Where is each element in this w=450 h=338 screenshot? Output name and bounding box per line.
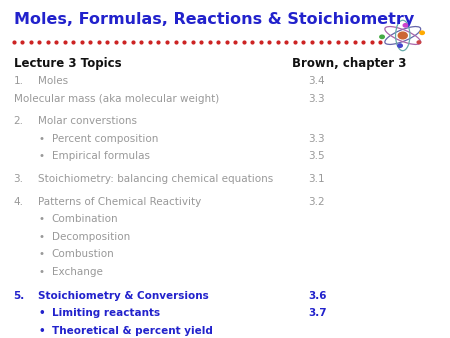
Text: 3.3: 3.3: [308, 94, 325, 104]
Circle shape: [403, 24, 408, 27]
Text: Lecture 3 Topics: Lecture 3 Topics: [14, 57, 121, 70]
Circle shape: [398, 44, 402, 47]
Text: 3.1: 3.1: [308, 174, 325, 184]
Text: Brown, chapter 3: Brown, chapter 3: [292, 57, 407, 70]
Text: •: •: [38, 308, 45, 318]
Text: Moles, Formulas, Reactions & Stoichiometry: Moles, Formulas, Reactions & Stoichiomet…: [14, 12, 414, 27]
Text: 3.6: 3.6: [308, 291, 327, 301]
Text: Theoretical & percent yield: Theoretical & percent yield: [52, 326, 212, 336]
Text: Moles: Moles: [38, 76, 68, 86]
Circle shape: [417, 41, 421, 44]
Text: •: •: [38, 151, 44, 162]
Text: 3.: 3.: [14, 174, 23, 184]
Text: 2.: 2.: [14, 116, 23, 126]
Text: 3.2: 3.2: [308, 197, 325, 207]
Text: 3.7: 3.7: [308, 308, 327, 318]
Text: Limiting reactants: Limiting reactants: [52, 308, 160, 318]
Text: Stoichiometry & Conversions: Stoichiometry & Conversions: [38, 291, 209, 301]
Text: 3.3: 3.3: [308, 134, 325, 144]
Text: Patterns of Chemical Reactivity: Patterns of Chemical Reactivity: [38, 197, 202, 207]
Text: Combustion: Combustion: [52, 249, 114, 260]
Text: 4.: 4.: [14, 197, 23, 207]
Text: Exchange: Exchange: [52, 267, 103, 277]
Text: •: •: [38, 214, 44, 224]
Text: 5.: 5.: [14, 291, 25, 301]
Text: •: •: [38, 232, 44, 242]
Text: •: •: [38, 326, 45, 336]
Text: Combination: Combination: [52, 214, 118, 224]
Text: 1.: 1.: [14, 76, 23, 86]
Text: •: •: [38, 249, 44, 260]
Text: Stoichiometry: balancing chemical equations: Stoichiometry: balancing chemical equati…: [38, 174, 274, 184]
Text: Decomposition: Decomposition: [52, 232, 130, 242]
Text: •: •: [38, 134, 44, 144]
Circle shape: [380, 35, 384, 39]
Text: Percent composition: Percent composition: [52, 134, 158, 144]
Text: Empirical formulas: Empirical formulas: [52, 151, 150, 162]
Text: 3.4: 3.4: [308, 76, 325, 86]
Text: 3.5: 3.5: [308, 151, 325, 162]
Text: Molecular mass (aka molecular weight): Molecular mass (aka molecular weight): [14, 94, 219, 104]
Text: Molar converstions: Molar converstions: [38, 116, 137, 126]
Circle shape: [398, 32, 407, 39]
Text: •: •: [38, 267, 44, 277]
Circle shape: [420, 31, 424, 34]
